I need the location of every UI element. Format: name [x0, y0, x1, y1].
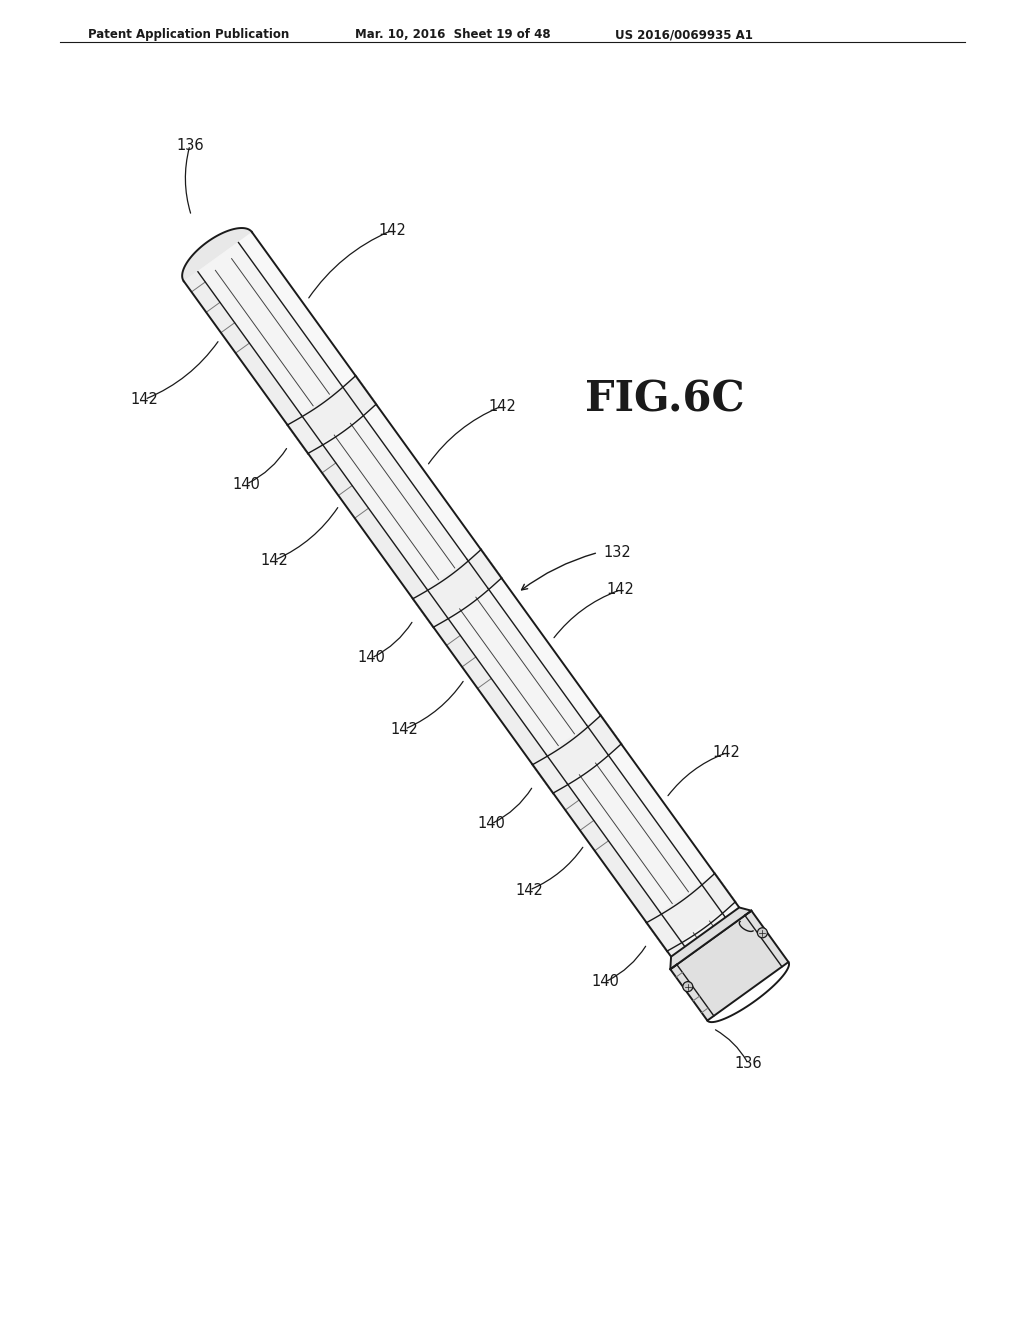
Polygon shape	[198, 242, 352, 429]
Polygon shape	[557, 739, 712, 927]
Text: 140: 140	[232, 477, 260, 491]
Polygon shape	[477, 564, 611, 739]
Polygon shape	[183, 271, 311, 440]
Polygon shape	[597, 730, 725, 898]
Text: 142: 142	[378, 223, 407, 238]
Text: 140: 140	[357, 651, 385, 665]
Text: 142: 142	[260, 553, 288, 568]
Text: 142: 142	[515, 883, 544, 898]
Text: 142: 142	[488, 399, 516, 413]
Text: 140: 140	[477, 816, 505, 832]
Polygon shape	[412, 549, 503, 628]
Polygon shape	[712, 888, 744, 925]
Text: 142: 142	[713, 746, 740, 760]
Text: 136: 136	[734, 1056, 762, 1071]
Polygon shape	[287, 375, 377, 454]
Polygon shape	[646, 873, 736, 952]
Polygon shape	[543, 770, 671, 937]
Text: 142: 142	[391, 722, 419, 737]
Polygon shape	[352, 389, 492, 574]
Polygon shape	[182, 228, 252, 281]
Text: 142: 142	[131, 392, 159, 407]
Circle shape	[683, 982, 693, 991]
Text: Patent Application Publication: Patent Application Publication	[88, 28, 289, 41]
Polygon shape	[298, 429, 437, 612]
Polygon shape	[238, 232, 366, 400]
Polygon shape	[671, 911, 788, 1020]
Circle shape	[758, 928, 767, 937]
Polygon shape	[656, 927, 690, 965]
Text: 142: 142	[606, 582, 634, 598]
Polygon shape	[311, 400, 477, 603]
Text: 140: 140	[591, 974, 620, 990]
Text: Mar. 10, 2016  Sheet 19 of 48: Mar. 10, 2016 Sheet 19 of 48	[355, 28, 551, 41]
Polygon shape	[423, 603, 557, 779]
Text: US 2016/0069935 A1: US 2016/0069935 A1	[615, 28, 753, 41]
Polygon shape	[671, 898, 731, 954]
Polygon shape	[671, 907, 752, 969]
Text: 136: 136	[176, 137, 204, 153]
Polygon shape	[531, 715, 622, 793]
Text: 132: 132	[603, 545, 631, 560]
Polygon shape	[437, 574, 597, 770]
Text: FIG.6C: FIG.6C	[585, 379, 744, 421]
